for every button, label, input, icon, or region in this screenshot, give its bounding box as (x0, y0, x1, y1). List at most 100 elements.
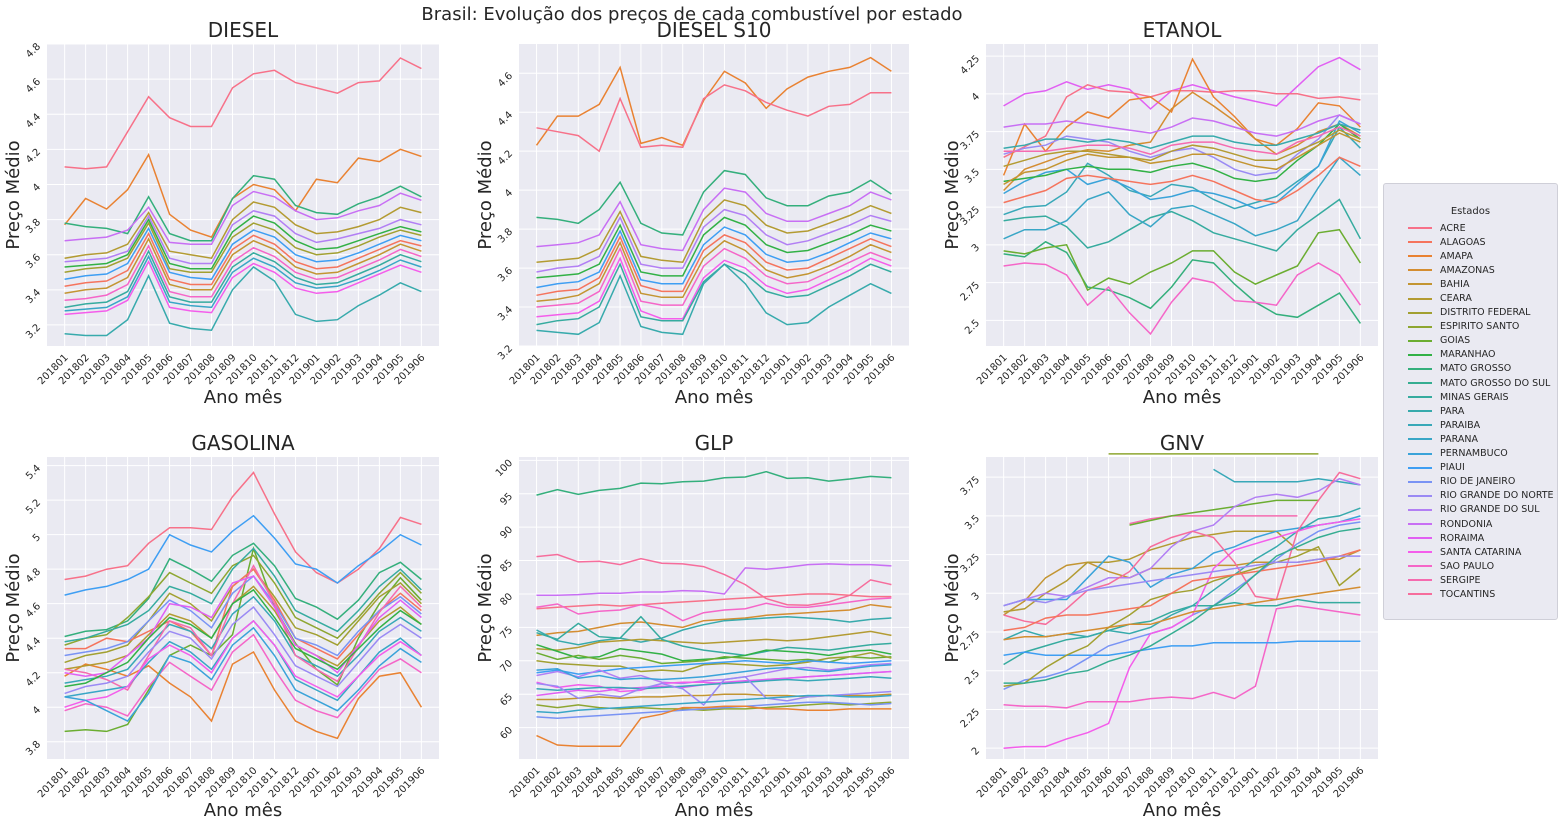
legend-label: RORAIMA (1440, 532, 1485, 544)
legend-label: ESPIRITO SANTO (1440, 321, 1520, 333)
series-line-pernambuco (536, 664, 892, 681)
legend-swatch (1408, 551, 1432, 554)
x-axis-label: Ano mês (204, 387, 282, 408)
y-axis-label: Preço Médio (942, 553, 963, 662)
series-line-para (536, 263, 892, 336)
y-axis-label: Preço Médio (3, 553, 24, 662)
legend-swatch (1408, 367, 1432, 370)
series-line-rondonia (1003, 114, 1361, 137)
series-line-rondonia (536, 187, 892, 252)
series-line-rio-grande-do-sul (64, 209, 422, 265)
series-line-bahia (1003, 132, 1361, 186)
y-tick-label: 3.8 (24, 739, 43, 758)
y-tick-label: 4.4 (24, 636, 43, 655)
y-tick-label: 3.4 (496, 304, 515, 323)
series-line-minas-gerais (1003, 598, 1361, 666)
y-tick-label: 4 (970, 91, 982, 103)
series-line-piaui (1003, 640, 1361, 656)
series-line-acre (536, 593, 892, 610)
y-tick-label: 60 (498, 725, 515, 742)
legend-swatch (1408, 283, 1432, 286)
series-line-rio-grande-do-sul (1003, 477, 1361, 607)
legend-swatch (1408, 508, 1432, 511)
legend-swatch (1408, 325, 1432, 328)
series-line-amazonas (536, 603, 892, 637)
y-tick-label: 3.6 (24, 252, 43, 271)
series-line-amapa (1002, 57, 1361, 176)
series-line-paraiba (536, 676, 892, 691)
legend-item-rio-grande-do-sul: RIO GRANDE DO SUL (1384, 503, 1557, 517)
series-line-acre (64, 471, 422, 584)
plot-area (986, 457, 1378, 759)
series-line-alagoas (64, 231, 422, 288)
x-axis-label: Ano mês (675, 387, 753, 408)
y-tick-label: 90 (498, 524, 515, 541)
legend-swatch (1408, 565, 1432, 568)
legend-label: ACRE (1440, 222, 1466, 234)
legend-swatch (1408, 297, 1432, 300)
series-line-amapa (535, 56, 892, 147)
series-line-parana (64, 254, 422, 312)
y-tick-label: 3 (970, 591, 982, 603)
legend-item-santa-catarina: SANTA CATARINA (1384, 545, 1557, 559)
legend-label: MATO GROSSO DO SUL (1440, 377, 1551, 389)
legend-swatch (1408, 523, 1432, 526)
y-tick-label: 2.5 (963, 318, 982, 337)
legend-item-amazonas: AMAZONAS (1384, 263, 1557, 277)
series-line-ceara (64, 201, 422, 260)
y-tick-label: 4.8 (24, 41, 43, 60)
legend-label: PARANA (1440, 433, 1478, 445)
series-line-alagoas (64, 568, 422, 660)
legend-swatch (1408, 424, 1432, 427)
y-tick-label: 100 (494, 458, 515, 479)
series-line-espirito-santo (64, 554, 422, 646)
series-line-bahia (64, 237, 422, 295)
panel-gnv: 22.252.52.7533.253.53.752018012018022018… (942, 431, 1378, 821)
series-line-alagoas (1003, 549, 1361, 632)
legend-label: PERNAMBUCO (1440, 448, 1508, 460)
y-tick-label: 4 (503, 187, 515, 199)
panel-title: GNV (1160, 431, 1204, 455)
legend-item-rondonia: RONDONIA (1384, 517, 1557, 531)
legend-label: MATO GROSSO (1440, 363, 1512, 375)
y-axis-label: Preço Médio (475, 553, 496, 662)
legend-item-acre: ACRE (1384, 221, 1557, 235)
y-tick-label: 3.5 (963, 513, 982, 532)
panel-etanol: 2.52.7533.253.53.7544.252018012018022018… (942, 18, 1378, 408)
legend-swatch (1408, 227, 1432, 230)
y-tick-label: 3.5 (963, 167, 982, 186)
legend-swatch (1408, 339, 1432, 342)
series-line-rio-grande-do-norte (1003, 114, 1361, 177)
series-line-goias (1129, 499, 1319, 526)
series-line-bahia (536, 239, 892, 302)
legend-item-ceara: CEARA (1384, 291, 1557, 305)
legend-swatch (1408, 480, 1432, 483)
legend-label: MARANHAO (1440, 349, 1496, 361)
y-tick-label: 3.2 (496, 343, 515, 362)
legend-item-paraiba: PARAIBA (1384, 418, 1557, 432)
legend-label: SERGIPE (1440, 574, 1481, 586)
x-axis-label: Ano mês (1143, 387, 1221, 408)
series-line-ceara (1003, 129, 1361, 168)
series-line-amazonas (1003, 91, 1361, 192)
series-line-mato-grosso (536, 470, 892, 496)
y-tick-label: 4.6 (24, 601, 43, 620)
legend-label: MINAS GERAIS (1440, 391, 1509, 403)
y-tick-label: 4.2 (24, 670, 43, 689)
y-tick-label: 4 (31, 705, 43, 717)
legend-item-mato-grosso: MATO GROSSO (1384, 362, 1557, 376)
legend-label: GOIAS (1440, 335, 1471, 347)
series-line-paraiba (64, 595, 422, 684)
legend-item-maranhao: MARANHAO (1384, 348, 1557, 362)
legend-item-goias: GOIAS (1384, 334, 1557, 348)
legend-swatch (1408, 382, 1432, 385)
legend-label: ALAGOAS (1440, 236, 1486, 248)
series-line-espirito-santo (536, 701, 892, 711)
legend-item-para: PARA (1384, 404, 1557, 418)
legend-label: RIO DE JANEIRO (1440, 476, 1516, 488)
legend-label: RIO GRANDE DO NORTE (1440, 490, 1554, 502)
series-line-mato-grosso (536, 169, 892, 236)
series-line-pernambuco (64, 626, 422, 722)
series-line-mato-grosso (1003, 240, 1362, 324)
series-line-goias (536, 652, 892, 665)
